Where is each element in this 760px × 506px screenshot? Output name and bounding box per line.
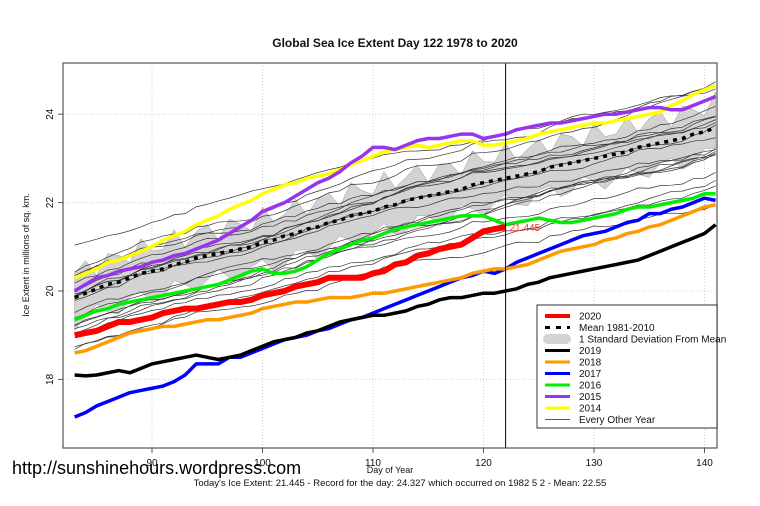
legend-label: 2018 <box>579 358 602 369</box>
series-group <box>73 83 717 419</box>
x-tick-label: 120 <box>475 458 492 469</box>
other-year-line <box>74 180 716 348</box>
x-tick-label: 110 <box>365 458 381 469</box>
legend-label: 2017 <box>579 369 602 380</box>
series-line-mean-1981-2010 <box>74 125 717 300</box>
current-value-label: 21.445 <box>510 223 541 234</box>
legend-label: 2014 <box>579 404 602 415</box>
x-axis: 90 100 110 120 130 140 <box>146 448 713 469</box>
other-year-line <box>74 81 716 246</box>
other-year-line <box>74 149 716 297</box>
other-year-line <box>74 148 716 326</box>
other-year-line <box>74 172 716 330</box>
series-line-2018 <box>74 203 716 355</box>
series-line-2015 <box>73 94 717 293</box>
other-year-line <box>74 185 716 339</box>
legend-swatch <box>543 334 571 344</box>
legend-label: 2016 <box>579 381 602 392</box>
x-tick-label: 100 <box>254 458 271 469</box>
x-tick-label: 90 <box>146 458 158 469</box>
x-tick-label: 130 <box>586 458 603 469</box>
other-year-line <box>74 152 716 313</box>
series-line-2019 <box>74 223 717 378</box>
legend-label: Every Other Year <box>579 415 656 426</box>
other-year-line <box>74 153 716 319</box>
y-tick-label: 24 <box>45 108 56 120</box>
other-year-line <box>74 151 716 327</box>
chart-title: Global Sea Ice Extent Day 122 1978 to 20… <box>272 36 518 50</box>
legend-label: 2019 <box>579 346 602 357</box>
y-tick-label: 18 <box>45 373 56 385</box>
other-year-line <box>74 115 716 284</box>
other-year-line <box>74 106 716 298</box>
series-line-2017 <box>74 196 716 419</box>
other-year-line <box>74 119 716 297</box>
legend-label: 2015 <box>579 392 602 403</box>
series-line-2020 <box>74 224 507 339</box>
watermark-url: http://sunshinehours.wordpress.com <box>12 458 302 478</box>
x-tick-label: 140 <box>696 458 713 469</box>
y-axis-label: Ice Extent in millions of sq. km. <box>21 193 31 317</box>
y-tick-label: 20 <box>45 285 56 297</box>
legend-label: Mean 1981-2010 <box>579 323 655 334</box>
footer-stats: Today's Ice Extent: 21.445 - Record for … <box>194 478 607 489</box>
legend-label: 2020 <box>579 312 602 323</box>
legend-label: 1 Standard Deviation From Mean <box>579 335 726 346</box>
plot-frame <box>62 62 718 449</box>
y-tick-label: 22 <box>45 197 56 209</box>
x-axis-label: Day of Year <box>367 465 414 475</box>
series-line-2016 <box>74 192 716 322</box>
other-year-line <box>74 154 716 334</box>
y-axis: 18 20 22 24 <box>45 108 63 385</box>
